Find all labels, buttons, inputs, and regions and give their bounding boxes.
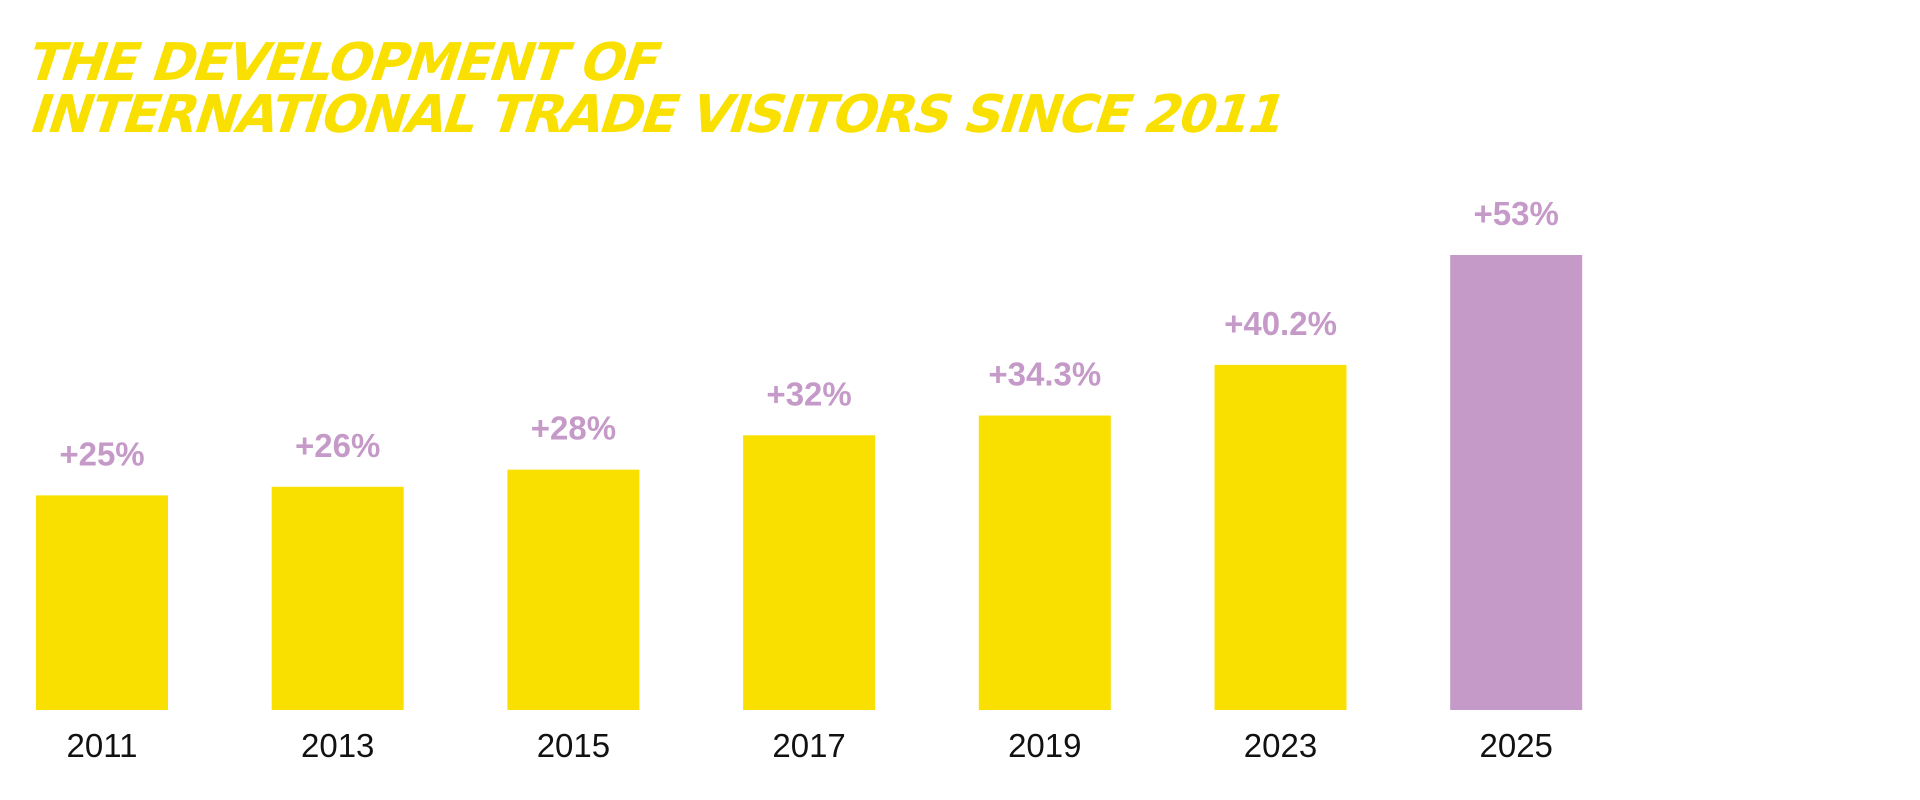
value-label: +34.3% [988,356,1101,393]
bar [271,486,404,710]
x-tick-label: 2011 [67,727,138,764]
bar [36,495,168,710]
x-tick-label: 2023 [1244,727,1317,764]
x-tick-label: 2013 [301,727,374,764]
x-tick-label: 2025 [1479,727,1552,764]
title-group: THE DEVELOPMENT OF INTERNATIONAL TRADE V… [20,31,1293,144]
bar [1450,255,1583,710]
value-label: +53% [1474,195,1559,232]
bar [1214,364,1347,710]
value-label: +25% [59,435,144,472]
value-label: +26% [295,427,380,464]
value-label: +40.2% [1224,305,1337,342]
x-tick-label: 2017 [772,727,845,764]
chart-title-line: INTERNATIONAL TRADE VISITORS SINCE 2011 [23,83,1293,144]
x-tick-label: 2019 [1008,727,1081,764]
value-label: +32% [766,375,851,412]
bar [978,415,1111,710]
bar [507,469,640,710]
bar [743,435,876,710]
x-tick-label: 2015 [537,727,610,764]
value-label: +28% [531,410,616,447]
chart-title-line: THE DEVELOPMENT OF [20,31,669,92]
